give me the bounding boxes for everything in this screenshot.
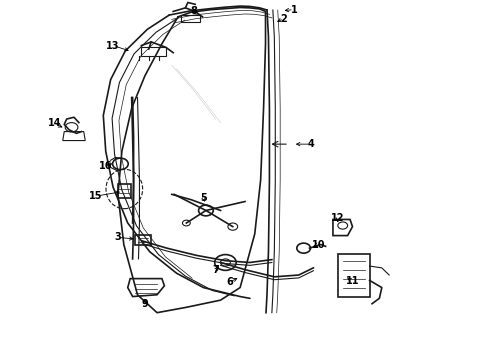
- Text: 11: 11: [346, 276, 359, 286]
- Text: 13: 13: [106, 41, 120, 50]
- Text: 1: 1: [291, 5, 297, 15]
- Text: 2: 2: [281, 14, 288, 24]
- Text: 14: 14: [48, 118, 61, 128]
- Text: 8: 8: [190, 6, 197, 16]
- Text: 5: 5: [200, 193, 207, 203]
- Text: 9: 9: [142, 299, 148, 309]
- Text: 3: 3: [115, 232, 122, 242]
- Text: 7: 7: [212, 265, 219, 275]
- Text: 4: 4: [308, 139, 315, 149]
- Text: 12: 12: [331, 213, 344, 223]
- Text: 16: 16: [99, 161, 113, 171]
- Text: 6: 6: [226, 277, 233, 287]
- Text: 15: 15: [89, 191, 103, 201]
- Text: 10: 10: [312, 239, 325, 249]
